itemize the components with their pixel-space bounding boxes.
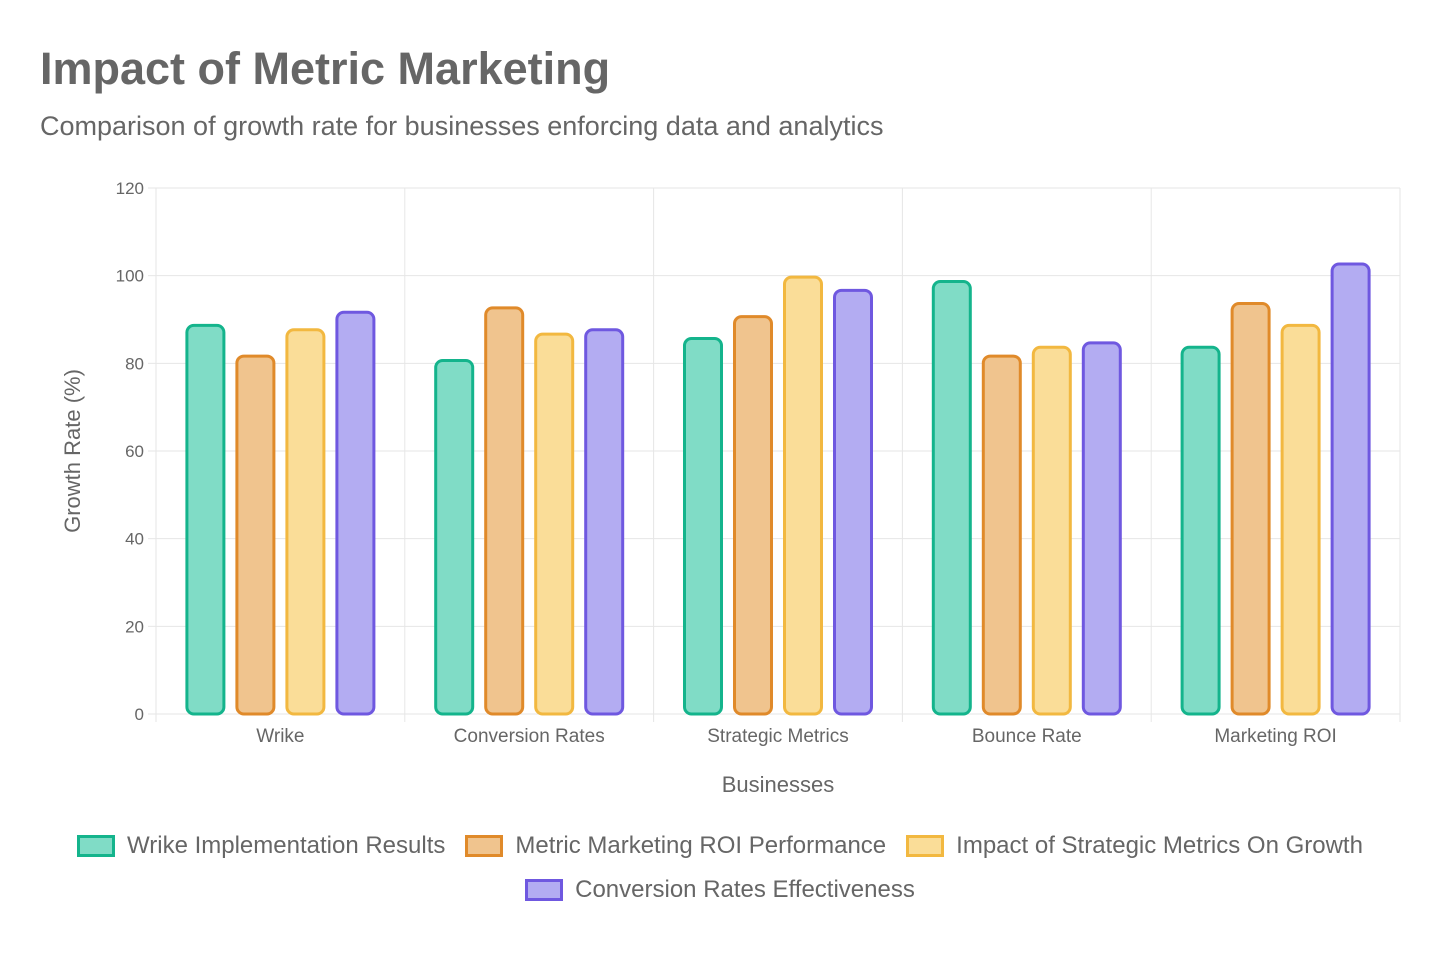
legend-swatch [465,835,504,857]
bar-metric-marketing-roi-performance-wrike [235,354,276,716]
legend-label: Conversion Rates Effectiveness [575,876,915,903]
bar-wrike-implementation-results-bounce-rate [931,280,972,716]
x-tick-label: Marketing ROI [1214,726,1336,747]
y-axis-title: Growth Rate (%) [60,369,85,533]
bar-metric-marketing-roi-performance-marketing-roi [1230,301,1271,716]
bar-metric-marketing-roi-performance-conversion-rates [484,306,525,716]
y-tick-label: 40 [125,530,144,549]
bar-impact-of-strategic-metrics-on-growth-bounce-rate [1031,345,1072,716]
bar-metric-marketing-roi-performance-bounce-rate [981,354,1022,716]
chart-subtitle: Comparison of growth rate for businesses… [40,111,884,141]
legend-swatch [525,879,564,901]
legend-label: Metric Marketing ROI Performance [515,832,887,859]
legend-item[interactable]: Conversion Rates Effectiveness [525,876,915,904]
bar-wrike-implementation-results-strategic-metrics [683,337,723,716]
legend-item[interactable]: Metric Marketing ROI Performance [465,832,886,860]
bar-conversion-rates-effectiveness-bounce-rate [1081,341,1122,716]
bar-impact-of-strategic-metrics-on-growth-wrike [285,328,326,716]
bar-impact-of-strategic-metrics-on-growth-marketing-roi [1280,323,1321,716]
legend-item[interactable]: Impact of Strategic Metrics On Growth [906,832,1363,860]
y-tick-label: 80 [125,354,144,373]
x-tick-label: Wrike [256,726,304,747]
x-tick-label: Strategic Metrics [707,726,848,747]
bar-wrike-implementation-results-wrike [185,323,226,716]
legend-item[interactable]: Wrike Implementation Results [77,832,445,860]
y-tick-label: 100 [116,267,144,286]
legend-swatch [77,835,116,857]
chart-title: Impact of Metric Marketing [40,43,611,94]
x-tick-label: Bounce Rate [972,726,1082,747]
bar-wrike-implementation-results-conversion-rates [434,358,475,716]
bar-impact-of-strategic-metrics-on-growth-conversion-rates [534,332,575,716]
bar-conversion-rates-effectiveness-marketing-roi [1330,262,1371,716]
y-tick-label: 120 [116,179,144,198]
y-tick-label: 20 [125,617,144,636]
legend-swatch [906,835,945,857]
x-axis-title: Businesses [722,772,835,797]
chart-legend: Wrike Implementation Results Metric Marke… [0,832,1440,904]
y-tick-label: 0 [135,705,144,724]
bar-conversion-rates-effectiveness-wrike [335,310,376,716]
bar-metric-marketing-roi-performance-strategic-metrics [733,315,773,716]
bar-impact-of-strategic-metrics-on-growth-strategic-metrics [783,275,823,716]
y-tick-label: 60 [125,442,144,461]
bar-conversion-rates-effectiveness-conversion-rates [584,328,625,716]
bar-conversion-rates-effectiveness-strategic-metrics [833,288,873,716]
legend-label: Impact of Strategic Metrics On Growth [956,832,1363,859]
bar-wrike-implementation-results-marketing-roi [1180,345,1221,716]
legend-label: Wrike Implementation Results [127,832,446,859]
x-tick-label: Conversion Rates [454,726,605,747]
